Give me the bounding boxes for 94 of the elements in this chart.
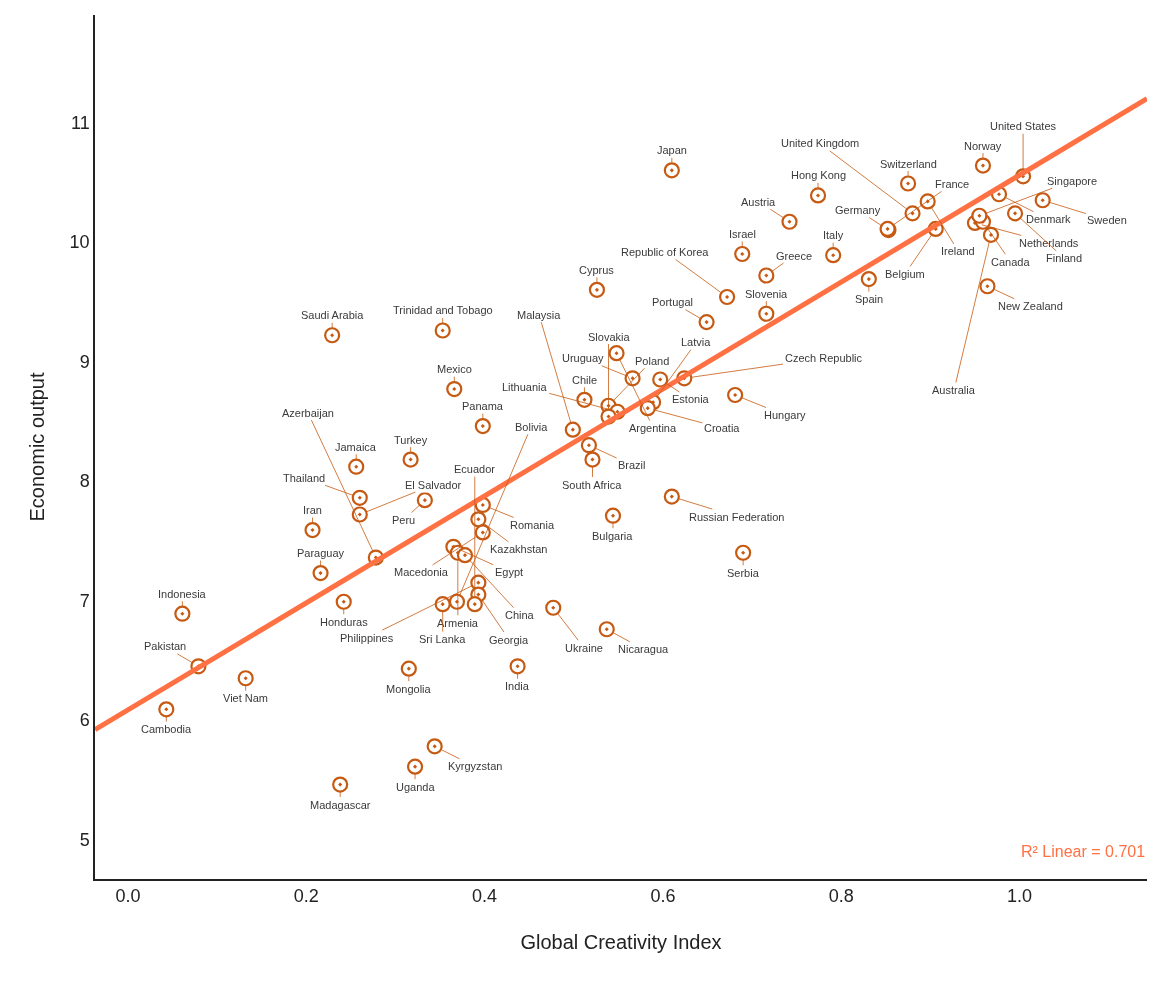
annotation: Bulgaria [592,530,634,542]
annotation: Sweden [1087,214,1127,226]
annotation: Chile [572,374,598,386]
annotation: Pakistan [144,640,187,652]
annotation: Portugal [652,296,693,308]
annotation: Argentina [629,422,677,434]
annotation: Paraguay [297,547,345,559]
annotation: Spain [855,293,884,305]
x-tick-label: 0.6 [650,886,676,907]
annotation: South Africa [562,479,623,491]
annotation: Azerbaijan [282,407,334,419]
annotation: Romania [510,519,555,531]
annotation: Netherlands [1019,237,1079,249]
annotation: Panama [462,400,504,412]
annotation: Slovakia [588,331,631,343]
annotation: Denmark [1026,213,1072,225]
annotation: Malaysia [517,309,562,321]
annotation: Ukraine [565,642,603,654]
annotation: Kyrgyzstan [448,760,503,772]
y-tick-label: 11 [70,112,90,133]
y-axis-title: Economic output [25,372,48,522]
annotation: El Salvador [405,479,462,491]
x-axis-title: Global Creativity Index [520,931,722,954]
annotation: Japan [657,144,687,156]
x-tick-label: 0.4 [472,886,498,907]
annotation: Estonia [672,393,710,405]
x-tick-label: 0.8 [828,886,854,907]
annotation: Finland [1046,252,1083,264]
annotation: R² Linear = 0.701 [1021,843,1146,860]
annotation: Canada [991,256,1031,268]
annotation: Georgia [489,634,530,646]
annotation: Greece [776,250,813,262]
annotation: Philippines [340,632,394,644]
annotation: Uruguay [562,352,605,364]
annotation: Saudi Arabia [301,309,365,321]
annotation: Hong Kong [791,169,847,181]
annotation: Slovenia [745,288,789,300]
annotation: Egypt [495,566,524,578]
annotation: Nicaragua [618,643,670,655]
annotation: Lithuania [502,381,548,393]
annotation: Indonesia [158,588,207,600]
annotation: Belgium [885,268,925,280]
y-tick-label: 7 [79,590,90,611]
annotation: France [935,178,970,190]
annotation: Norway [964,140,1002,152]
annotation: Jamaica [335,441,377,453]
annotation: Ireland [941,245,975,257]
x-tick-label: 0.2 [293,886,319,907]
y-tick-label: 10 [69,232,90,253]
annotation: Hungary [764,409,807,421]
annotation: Republic of Korea [621,246,710,258]
annotation: Thailand [283,472,326,484]
annotation: Iran [303,504,322,516]
annotation: Poland [635,355,670,367]
y-tick-label: 9 [79,351,90,372]
annotation: New Zealand [998,300,1063,312]
annotation: Singapore [1047,175,1098,187]
x-tick-label: 1.0 [1006,886,1033,907]
y-tick-label: 5 [79,829,90,850]
annotation: Ecuador [454,463,496,475]
annotation: United Kingdom [781,137,860,149]
annotation: Kazakhstan [490,543,548,555]
annotation: Madagascar [310,799,371,811]
annotation: Czech Republic [785,352,863,364]
annotation: Macedonia [394,566,449,578]
annotation: Germany [835,204,881,216]
annotation: Australia [932,384,976,396]
annotation: Sri Lanka [419,633,467,645]
annotation: Trinidad and Tobago [393,304,493,316]
annotation: India [505,680,530,692]
x-tick-label: 0.0 [115,886,141,907]
annotation: Mongolia [386,683,432,695]
annotation: Israel [729,228,756,240]
annotation: Mexico [437,363,472,375]
annotation: China [505,609,535,621]
annotation: Brazil [618,459,646,471]
annotation: Croatia [704,422,741,434]
annotation: Turkey [394,434,428,446]
annotation: Cambodia [141,723,193,735]
annotation: Italy [823,229,844,241]
annotation: Peru [392,514,416,526]
annotation: Serbia [727,567,760,579]
annotation: Switzerland [880,158,937,170]
annotation: Viet Nam [223,692,269,704]
y-tick-label: 8 [79,471,90,492]
annotation: Latvia [681,336,712,348]
annotation: Russian Federation [689,511,785,523]
annotation: Uganda [396,781,436,793]
annotation: Honduras [320,616,369,628]
annotation: Cyprus [579,264,615,276]
annotation: Austria [741,196,777,208]
y-tick-label: 6 [79,710,90,731]
annotation: Bolivia [515,421,549,433]
annotation: United States [990,120,1057,132]
